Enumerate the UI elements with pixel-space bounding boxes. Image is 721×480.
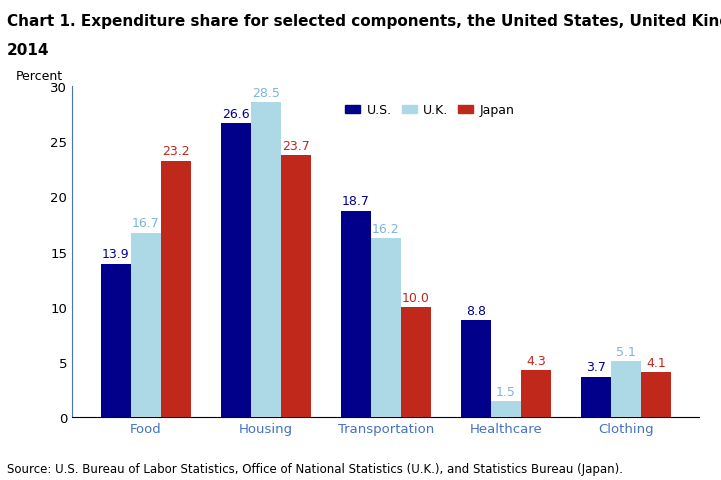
Text: 28.5: 28.5 (252, 87, 280, 100)
Text: 4.3: 4.3 (526, 354, 546, 367)
Text: 16.2: 16.2 (372, 222, 399, 236)
Bar (221, 124, 251, 418)
Text: 8.8: 8.8 (466, 304, 486, 317)
Text: Source: U.S. Bureau of Labor Statistics, Office of National Statistics (U.K.), a: Source: U.S. Bureau of Labor Statistics,… (7, 462, 623, 475)
Bar (280, 156, 311, 418)
Bar (371, 239, 401, 418)
Bar (401, 307, 430, 418)
Text: 2014: 2014 (7, 43, 50, 58)
Bar (611, 361, 641, 418)
Bar (131, 233, 161, 418)
Bar (521, 370, 551, 418)
Text: 1.5: 1.5 (496, 385, 516, 398)
Bar (491, 401, 521, 418)
Text: 18.7: 18.7 (342, 195, 370, 208)
Text: 16.7: 16.7 (132, 217, 159, 230)
Text: 4.1: 4.1 (646, 356, 665, 369)
Text: 23.7: 23.7 (282, 140, 309, 153)
Text: Percent: Percent (16, 70, 63, 83)
Bar (101, 264, 131, 418)
Text: Chart 1. Expenditure share for selected components, the United States, United Ki: Chart 1. Expenditure share for selected … (7, 14, 721, 29)
Bar (251, 103, 280, 418)
Text: 5.1: 5.1 (616, 345, 636, 358)
Text: 26.6: 26.6 (222, 108, 249, 120)
Bar (461, 321, 491, 418)
Bar (341, 211, 371, 418)
Legend: U.S., U.K., Japan: U.S., U.K., Japan (340, 99, 519, 122)
Text: 3.7: 3.7 (586, 360, 606, 373)
Text: 13.9: 13.9 (102, 248, 130, 261)
Text: 23.2: 23.2 (162, 145, 190, 158)
Bar (581, 377, 611, 418)
Bar (161, 161, 190, 418)
Bar (641, 372, 671, 418)
Text: 10.0: 10.0 (402, 291, 430, 304)
